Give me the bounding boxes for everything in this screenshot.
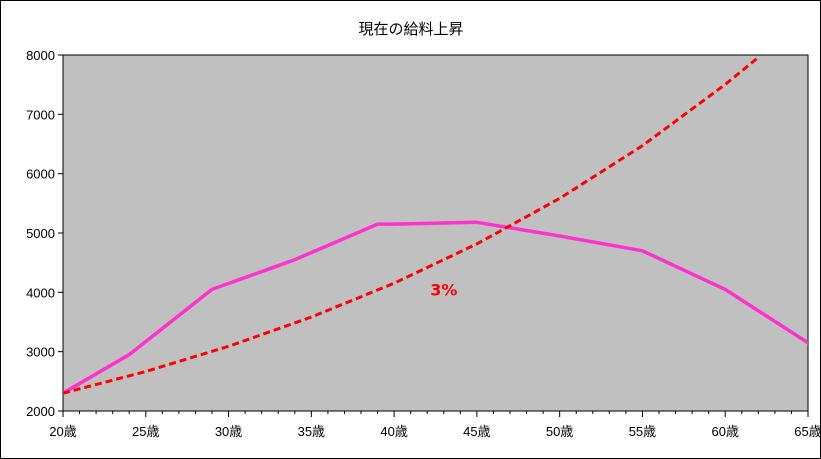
salary-line (63, 220, 808, 395)
plot-area (62, 54, 809, 412)
y-tick-label: 6000 (26, 167, 55, 182)
x-tick-label: 65歳 (794, 424, 820, 439)
series-layer (63, 56, 808, 395)
chart-title: 現在の給料上昇 (358, 20, 463, 38)
y-tick-label: 2000 (26, 404, 55, 419)
x-tick-label: 55歳 (629, 424, 656, 439)
tick-labels: 20歳 25歳 30歳 35歳 40歳 45歳 50歳 55歳 60歳 65歳 2000 3000 40… (26, 48, 820, 439)
y-tick-label: 5000 (26, 226, 55, 241)
x-tick-label: 60歳 (711, 424, 738, 439)
y-tick-label: 8000 (26, 48, 55, 63)
x-tick-label: 35歳 (298, 424, 325, 439)
growth-curve-line (63, 56, 760, 395)
growth-rate-annotation: 3% (430, 280, 457, 299)
y-tick-label: 3000 (26, 345, 55, 360)
x-tick-label: 40歳 (380, 424, 407, 439)
x-tick-label: 25歳 (132, 424, 159, 439)
x-tick-label: 45歳 (463, 424, 490, 439)
axes (58, 54, 809, 417)
x-tick-label: 30歳 (215, 424, 242, 439)
y-tick-label: 7000 (26, 107, 55, 122)
y-tick-label: 4000 (26, 285, 55, 300)
x-tick-label: 20歳 (49, 424, 76, 439)
x-tick-label: 50歳 (546, 424, 573, 439)
